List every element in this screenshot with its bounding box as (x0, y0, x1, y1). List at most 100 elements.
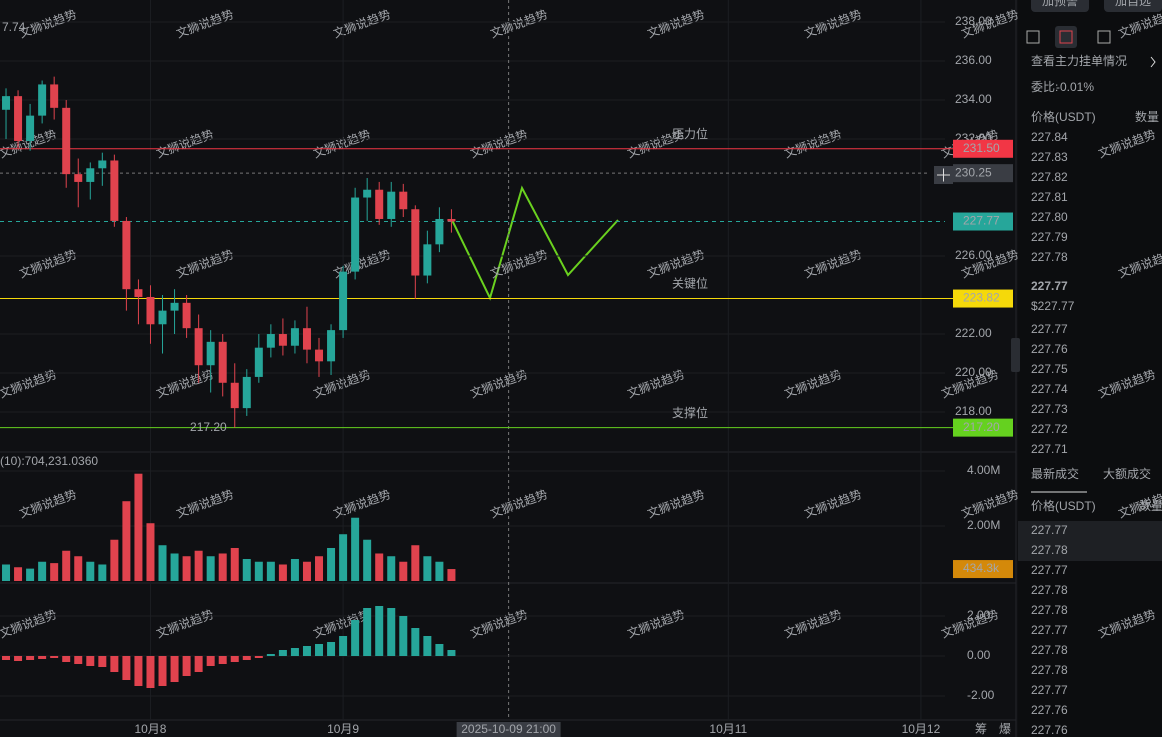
crosshair-y-tag (953, 164, 1013, 183)
toolbar-item[interactable]: 爆 (999, 722, 1011, 736)
candle-body (38, 84, 47, 116)
level-label: 223.82 (963, 291, 1000, 305)
volume-bar (375, 553, 384, 581)
candle-body (26, 115, 35, 141)
volume-bar (254, 561, 263, 581)
bid-price: 227.75 (1031, 362, 1068, 376)
macd-bar (50, 656, 59, 658)
trade-price: 227.78 (1031, 643, 1068, 657)
ratio-label: 委比: (1031, 80, 1058, 94)
trade-price: 227.77 (1031, 563, 1068, 577)
candle-body (62, 107, 71, 175)
macd-bar (266, 654, 275, 656)
toolbar-item[interactable]: 筹 (975, 722, 987, 736)
candle-body (266, 334, 275, 348)
volume-bar (98, 564, 107, 581)
x-tick-label: 10月11 (709, 722, 747, 736)
ask-price: 227.83 (1031, 150, 1068, 164)
level-label: 217.20 (963, 420, 1000, 434)
macd-bar (158, 656, 167, 686)
volume-bar (50, 563, 59, 581)
y-tick-label: 220.00 (955, 365, 992, 379)
trade-price: 227.77 (1031, 623, 1068, 637)
candle-body (278, 334, 287, 346)
y-tick-label: 226.00 (955, 248, 992, 262)
projection-line (451, 185, 619, 301)
tab[interactable]: 最新成交 (1031, 466, 1079, 481)
candle-body (375, 189, 384, 219)
macd-bar (351, 620, 360, 656)
trade-price: 227.77 (1031, 683, 1068, 697)
macd-bar (375, 606, 384, 656)
candle-body (302, 328, 311, 350)
macd-bar (38, 656, 47, 659)
button[interactable] (1104, 0, 1162, 12)
volume-bar (182, 556, 191, 581)
trade-price: 227.78 (1031, 603, 1068, 617)
candle-body (363, 189, 372, 198)
low-marker: 217.20 (190, 420, 227, 434)
row-highlight (1018, 521, 1162, 541)
candle-body (387, 191, 396, 219)
volume-bar (2, 564, 11, 581)
candle-body (230, 382, 239, 409)
candle-body (290, 328, 299, 346)
volume-bar (110, 539, 119, 581)
icon[interactable] (1055, 26, 1077, 48)
volume-bar (242, 558, 251, 581)
candle-body (50, 84, 59, 108)
volume-bar (411, 545, 420, 581)
crosshair-x-tag (456, 722, 561, 737)
candle-body (74, 174, 83, 182)
row-highlight (1018, 541, 1162, 561)
macd-bar (399, 616, 408, 656)
ask-price: 227.79 (1031, 230, 1068, 244)
trades-header: 数量 (1139, 498, 1162, 513)
y-tick-label: 234.00 (955, 92, 992, 106)
crosshair-y-label: 230.25 (955, 165, 992, 179)
candle-body (134, 289, 143, 297)
y-tick-label: 236.00 (955, 53, 992, 67)
icon[interactable] (1097, 30, 1111, 44)
collapse-handle[interactable] (1011, 338, 1020, 372)
last-tag (953, 560, 1013, 579)
level-tag (953, 289, 1013, 308)
trade-price: 227.78 (1031, 663, 1068, 677)
y-tick-label: 2.00M (967, 518, 1000, 532)
last-price: 227.77 (1031, 279, 1068, 293)
link[interactable]: 查看主力挂单情况 (1031, 54, 1127, 68)
button[interactable] (1031, 0, 1089, 12)
macd-bar (242, 656, 251, 660)
candle-body (399, 191, 408, 210)
volume-bar (134, 473, 143, 581)
sidebar (1018, 0, 1162, 737)
volume-bar (38, 561, 47, 581)
icon[interactable] (1026, 30, 1040, 44)
macd-bar (122, 656, 131, 680)
current-label: 227.77 (963, 214, 1000, 228)
volume-bar (230, 547, 239, 581)
button-label[interactable]: 加自选 (1115, 0, 1151, 8)
candle-body (146, 296, 155, 325)
macd-bar (254, 656, 263, 658)
volume-bar (74, 556, 83, 581)
candle-body (423, 244, 432, 276)
macd-bar (339, 636, 348, 656)
ask-price: 227.81 (1031, 190, 1068, 204)
current-tag (953, 212, 1013, 231)
candle-body (110, 160, 119, 221)
macd-bar (302, 646, 311, 656)
candle-body (218, 341, 227, 383)
volume-bar (399, 561, 408, 581)
volume-bar (170, 553, 179, 581)
candle-body (327, 330, 336, 362)
chevron[interactable] (1150, 56, 1156, 68)
last-label: 434.3k (963, 561, 1000, 575)
icon[interactable] (1059, 30, 1073, 44)
y-tick-label: 0.00 (967, 648, 991, 662)
y-tick-label: 2.00 (967, 608, 991, 622)
button-label[interactable]: 加预警 (1042, 0, 1078, 8)
tab[interactable]: 大额成交 (1103, 466, 1151, 481)
macd-bar (435, 644, 444, 656)
